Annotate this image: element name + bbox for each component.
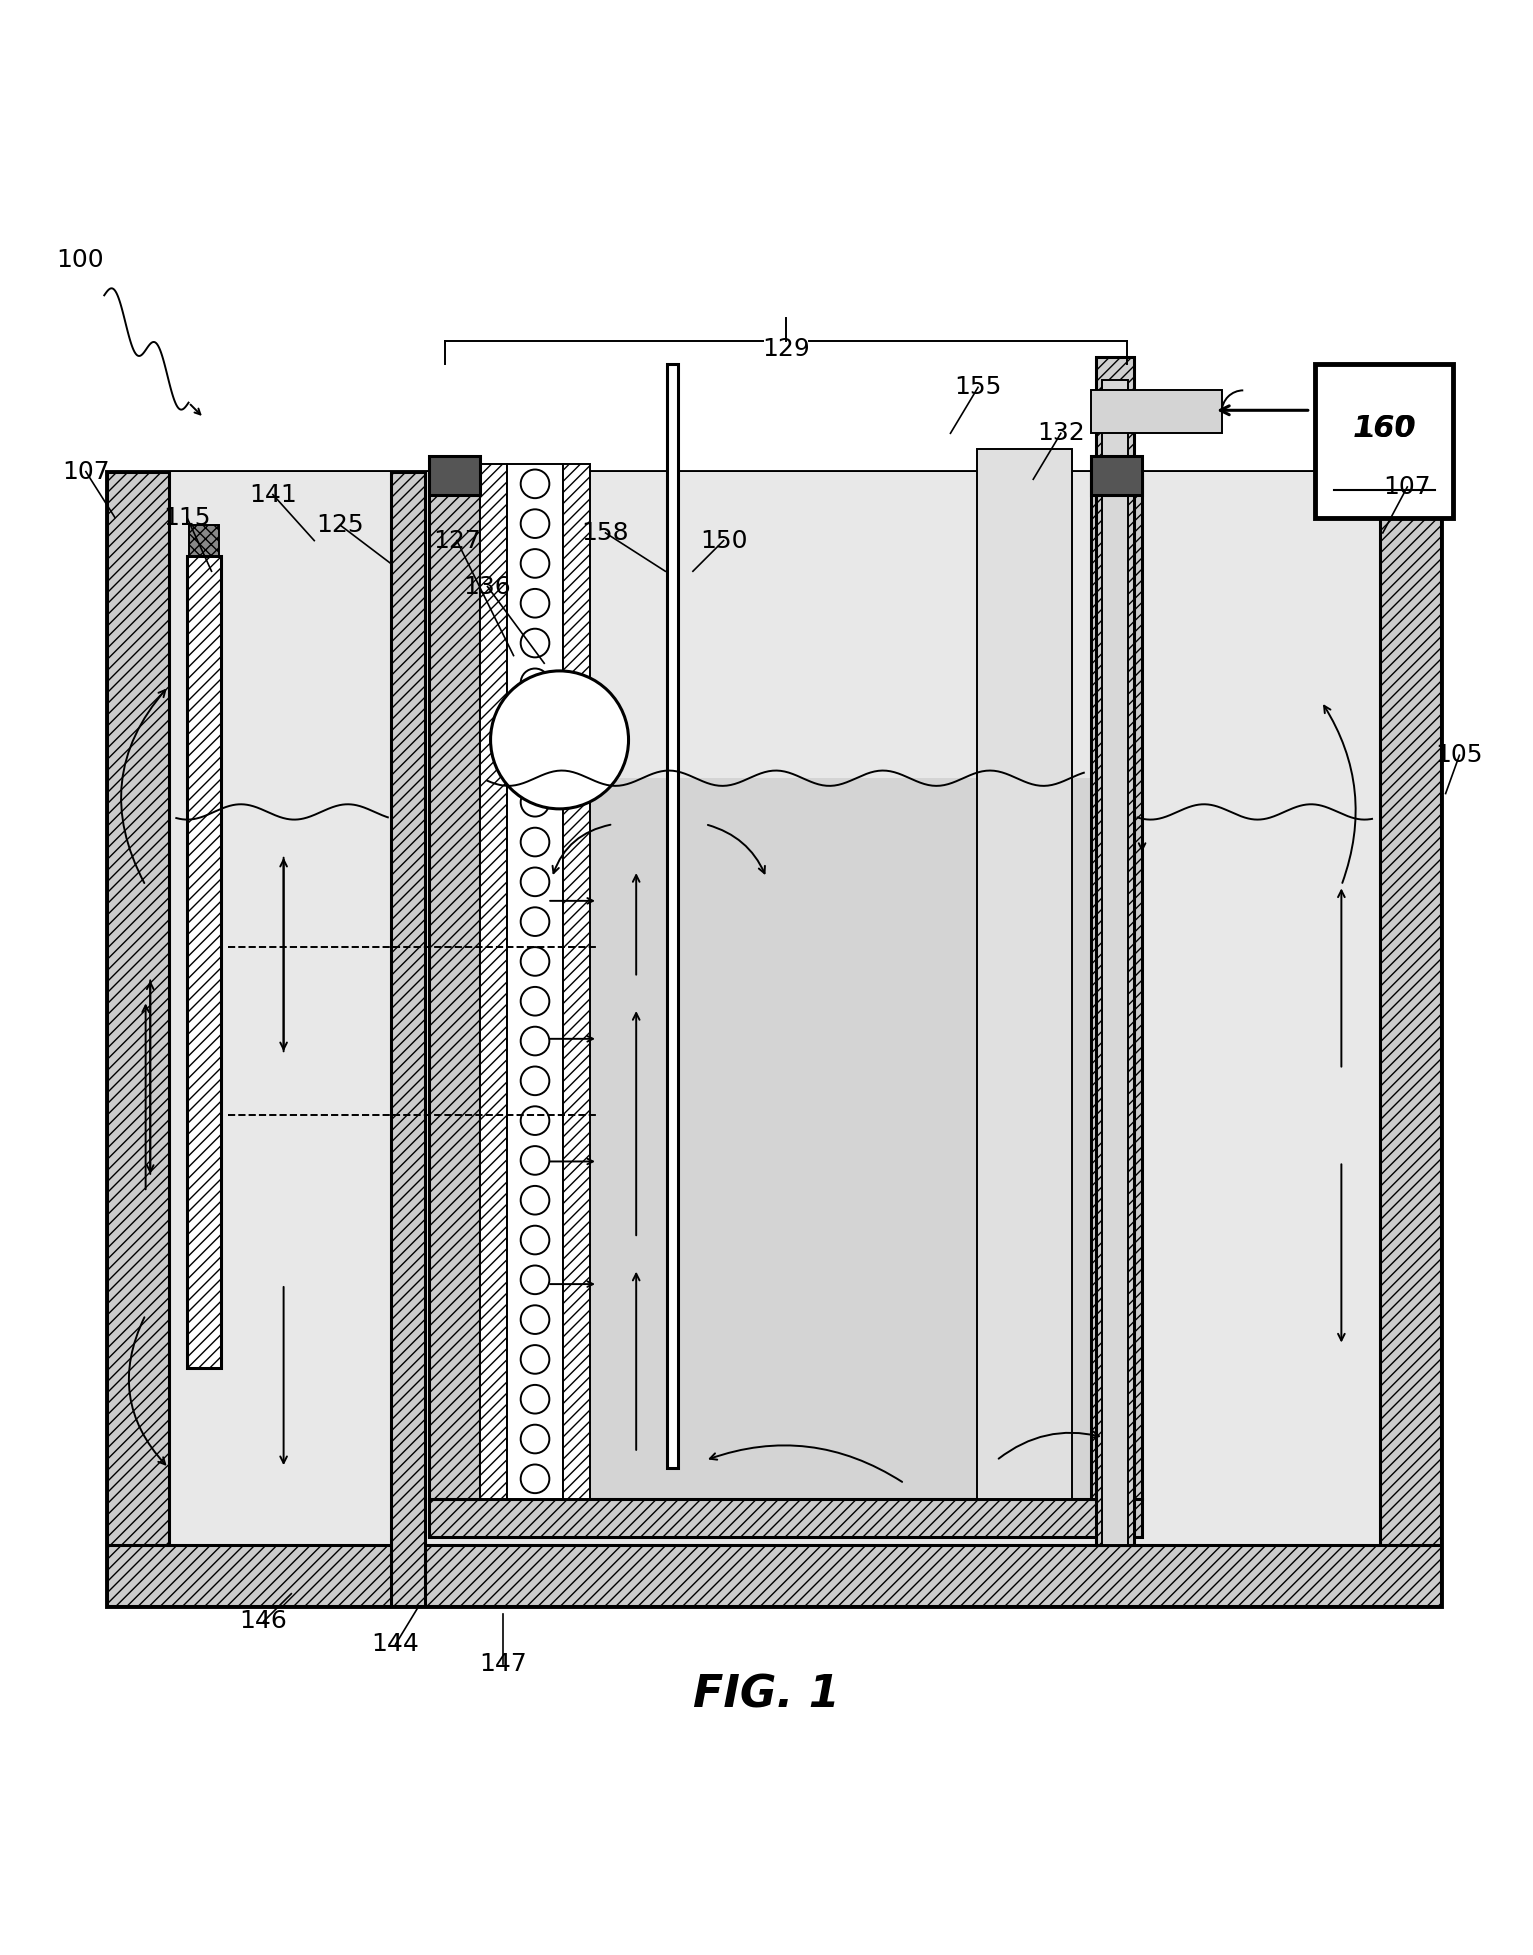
Text: 100: 100: [55, 248, 104, 272]
Bar: [1315, 364, 1453, 518]
Text: 158: 158: [581, 520, 630, 545]
Bar: [107, 1544, 1441, 1605]
Text: 132: 132: [1036, 420, 1085, 446]
Text: FIG. 1: FIG. 1: [693, 1673, 840, 1716]
Bar: [107, 471, 169, 1605]
Bar: [1102, 379, 1128, 1544]
Text: 150: 150: [701, 528, 747, 553]
Text: 107: 107: [1383, 475, 1432, 499]
Bar: [507, 463, 563, 1499]
Text: 127: 127: [432, 528, 481, 553]
Bar: [480, 463, 507, 1499]
Text: 141: 141: [248, 483, 297, 506]
Bar: [391, 471, 425, 1605]
Bar: [1380, 471, 1441, 1605]
Text: 160: 160: [1352, 414, 1416, 444]
Bar: [563, 463, 590, 1499]
Bar: [187, 555, 221, 1368]
Text: 125: 125: [316, 514, 365, 538]
Text: 115: 115: [164, 506, 210, 530]
Bar: [189, 526, 219, 555]
Bar: [480, 778, 1091, 1499]
Bar: [169, 471, 1380, 1544]
Circle shape: [491, 671, 629, 809]
Bar: [187, 555, 221, 1368]
Text: 147: 147: [478, 1652, 527, 1675]
Bar: [667, 364, 678, 1468]
Text: 129: 129: [762, 336, 811, 362]
Text: 160: 160: [1355, 414, 1413, 444]
Text: 144: 144: [371, 1632, 420, 1656]
Text: 136: 136: [463, 575, 512, 598]
Text: 105: 105: [1436, 743, 1482, 766]
Bar: [429, 456, 480, 495]
Bar: [429, 1499, 1142, 1537]
Text: 155: 155: [955, 375, 1001, 399]
Bar: [1091, 391, 1222, 434]
Bar: [107, 471, 1441, 1605]
Bar: [977, 448, 1072, 1499]
Text: 146: 146: [239, 1609, 288, 1632]
Bar: [429, 471, 480, 1499]
Bar: [1091, 471, 1142, 1499]
Text: 107: 107: [61, 459, 110, 483]
Bar: [1096, 356, 1134, 1544]
Bar: [1091, 456, 1142, 495]
